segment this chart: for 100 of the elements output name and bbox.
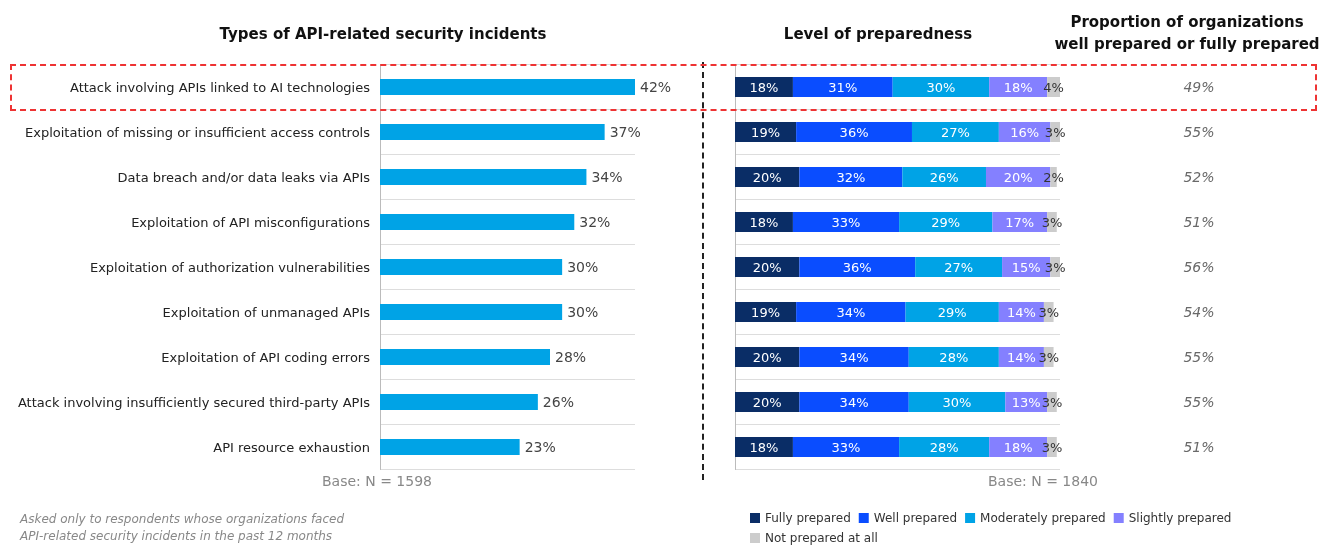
data-label: 54% <box>1183 304 1215 320</box>
data-label: 37% <box>609 124 641 140</box>
text: Base: N = 1840 <box>988 472 1098 489</box>
data-label: 18% <box>749 214 779 230</box>
bar <box>380 79 635 95</box>
data-label: 55% <box>1183 394 1215 410</box>
bar <box>892 77 990 97</box>
y-tick-label: Exploitation of authorization vulnerabilities <box>89 259 371 275</box>
text: Asked only to respondents whose organizations faced API-related security incidents in the past 12 months <box>19 511 345 543</box>
bar <box>899 437 990 457</box>
legend-label: Moderately prepared <box>980 511 1106 525</box>
data-label: 20% <box>752 259 782 275</box>
data-label: 29% <box>937 304 967 320</box>
bar <box>792 77 893 97</box>
data-label: 29% <box>931 214 961 230</box>
bar <box>902 167 986 187</box>
data-label: 3% <box>1041 394 1063 410</box>
y-tick-label: Attack involving APIs linked to AI technologies <box>70 79 371 95</box>
data-label: 3% <box>1041 214 1063 230</box>
legend-label: Not prepared at all <box>765 531 878 545</box>
data-label: 23% <box>524 439 556 455</box>
legend-label: Well prepared <box>873 511 958 525</box>
data-label: 30% <box>926 79 956 95</box>
data-label: 33% <box>831 214 861 230</box>
data-label: 14% <box>1006 304 1036 320</box>
data-label: 16% <box>1010 124 1040 140</box>
data-label: 51% <box>1183 439 1215 455</box>
data-label: 49% <box>1183 79 1215 95</box>
bar <box>380 394 538 410</box>
bar <box>380 169 587 185</box>
data-label: 28% <box>929 439 959 455</box>
bar <box>908 392 1006 412</box>
data-label: 34% <box>836 304 866 320</box>
data-label: 34% <box>591 169 623 185</box>
bar <box>796 302 906 322</box>
data-label: 51% <box>1183 214 1215 230</box>
chart-title: Level of preparedness <box>783 25 973 43</box>
data-label: 26% <box>929 169 959 185</box>
data-label: 36% <box>842 259 872 275</box>
y-tick-label: Data breach and/or data leaks via APIs <box>117 169 371 185</box>
y-tick-label: Exploitation of API coding errors <box>161 349 371 365</box>
data-label: 28% <box>555 349 587 365</box>
data-label: 14% <box>1006 349 1036 365</box>
data-label: 52% <box>1183 169 1215 185</box>
data-label: 18% <box>749 439 779 455</box>
bar <box>899 212 993 232</box>
data-label: 56% <box>1183 259 1215 275</box>
bar <box>915 257 1003 277</box>
data-label: 20% <box>1003 169 1033 185</box>
data-label: 36% <box>839 124 869 140</box>
data-label: 19% <box>751 124 781 140</box>
data-label: 20% <box>752 394 782 410</box>
bar <box>796 122 912 142</box>
data-label: 3% <box>1044 259 1066 275</box>
bar <box>799 257 916 277</box>
data-label: 27% <box>944 259 974 275</box>
y-tick-label: Attack involving insufficiently secured third-party APIs <box>17 394 371 410</box>
legend-label: Slightly prepared <box>1128 511 1232 525</box>
data-label: 26% <box>542 394 574 410</box>
bar <box>792 212 900 232</box>
data-label: 20% <box>752 169 782 185</box>
y-tick-label: Exploitation of missing or insufficient access controls <box>24 124 371 140</box>
text: Base: N = 1598 <box>322 472 432 489</box>
bar <box>380 304 563 320</box>
y-tick-label: Exploitation of API misconfigurations <box>131 214 371 230</box>
data-label: 32% <box>579 214 611 230</box>
data-label: 19% <box>751 304 781 320</box>
data-label: 3% <box>1038 304 1060 320</box>
bar <box>380 349 550 365</box>
data-label: 4% <box>1043 79 1064 95</box>
bar <box>792 437 900 457</box>
bar <box>911 122 999 142</box>
data-label: 55% <box>1183 349 1215 365</box>
data-label: 3% <box>1038 349 1060 365</box>
bar <box>799 167 903 187</box>
data-label: 55% <box>1183 124 1215 140</box>
y-tick-label: API resource exhaustion <box>213 439 370 455</box>
bar <box>799 347 909 367</box>
data-label: 13% <box>1011 394 1041 410</box>
bar <box>799 392 909 412</box>
data-label: 15% <box>1011 259 1041 275</box>
data-label: 30% <box>567 259 599 275</box>
data-label: 34% <box>839 394 869 410</box>
data-label: 31% <box>828 79 858 95</box>
bar <box>380 439 520 455</box>
data-label: 20% <box>752 349 782 365</box>
bar <box>380 259 563 275</box>
bar <box>380 124 605 140</box>
bar <box>380 214 575 230</box>
chart-title: Types of API-related security incidents <box>219 25 547 43</box>
data-label: 34% <box>839 349 869 365</box>
data-label: 30% <box>942 394 972 410</box>
text: Proportion of organizations well prepared or fully prepared <box>1054 13 1320 53</box>
data-label: 27% <box>940 124 970 140</box>
data-label: 18% <box>749 79 779 95</box>
data-label: 28% <box>939 349 969 365</box>
bar <box>905 302 999 322</box>
data-label: 30% <box>567 304 599 320</box>
bar <box>908 347 999 367</box>
data-label: 32% <box>836 169 866 185</box>
